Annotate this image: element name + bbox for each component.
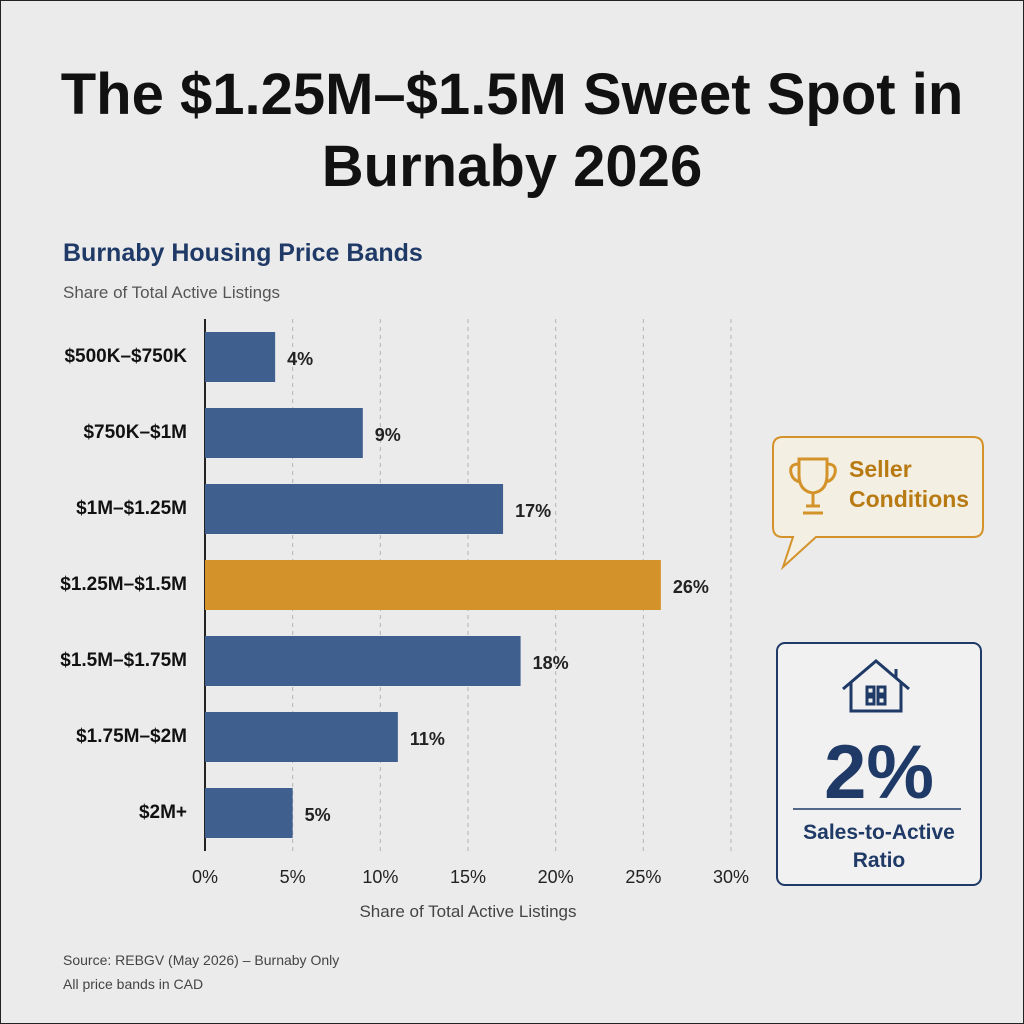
kpi-value: 2% [824, 730, 934, 815]
y-tick-label: $1.75M–$2M [76, 726, 187, 747]
kpi-box [776, 642, 982, 886]
source-note: All price bands in CAD [63, 976, 204, 992]
value-label: 4% [287, 349, 313, 369]
subtitle: Burnaby Housing Price Bands [63, 239, 423, 267]
trophy-icon [789, 457, 837, 515]
y-tick-label: $750K–$1M [83, 422, 187, 443]
bar [205, 560, 661, 610]
house-icon [842, 659, 910, 713]
x-tick-label: 20% [538, 867, 574, 887]
x-axis-label: Share of Total Active Listings [359, 902, 577, 921]
x-tick-label: 15% [450, 867, 486, 887]
bar [205, 332, 276, 382]
x-tick-label: 5% [280, 867, 306, 887]
y-tick-label: $500K–$750K [64, 346, 187, 367]
value-label: 17% [515, 501, 551, 521]
y-tick-label: $2M+ [139, 802, 187, 823]
bar [205, 788, 293, 838]
bar [205, 636, 521, 686]
bar [205, 712, 398, 762]
bar [205, 408, 363, 458]
y-tick-label: $1.5M–$1.75M [60, 650, 187, 671]
bar [205, 484, 504, 534]
source-note: Source: REBGV (May 2026) – Burnaby Only [63, 952, 340, 968]
value-label: 9% [375, 425, 401, 445]
x-tick-label: 30% [713, 867, 749, 887]
callout-text: Seller Conditions [849, 456, 970, 512]
value-label: 26% [673, 577, 709, 597]
title: The $1.25M–$1.5M Sweet Spot in Burnaby 2… [60, 62, 964, 199]
y-tick-label: $1M–$1.25M [76, 498, 187, 519]
x-tick-label: 25% [625, 867, 661, 887]
value-label: 11% [410, 729, 445, 749]
value-label: 18% [533, 653, 569, 673]
value-label: 5% [305, 805, 331, 825]
y-tick-label: $1.25M–$1.5M [60, 574, 187, 595]
y-caption: Share of Total Active Listings [63, 283, 281, 302]
x-tick-label: 10% [362, 867, 398, 887]
kpi-label: Sales-to-Active Ratio [803, 821, 955, 872]
x-tick-label: 0% [192, 867, 218, 887]
